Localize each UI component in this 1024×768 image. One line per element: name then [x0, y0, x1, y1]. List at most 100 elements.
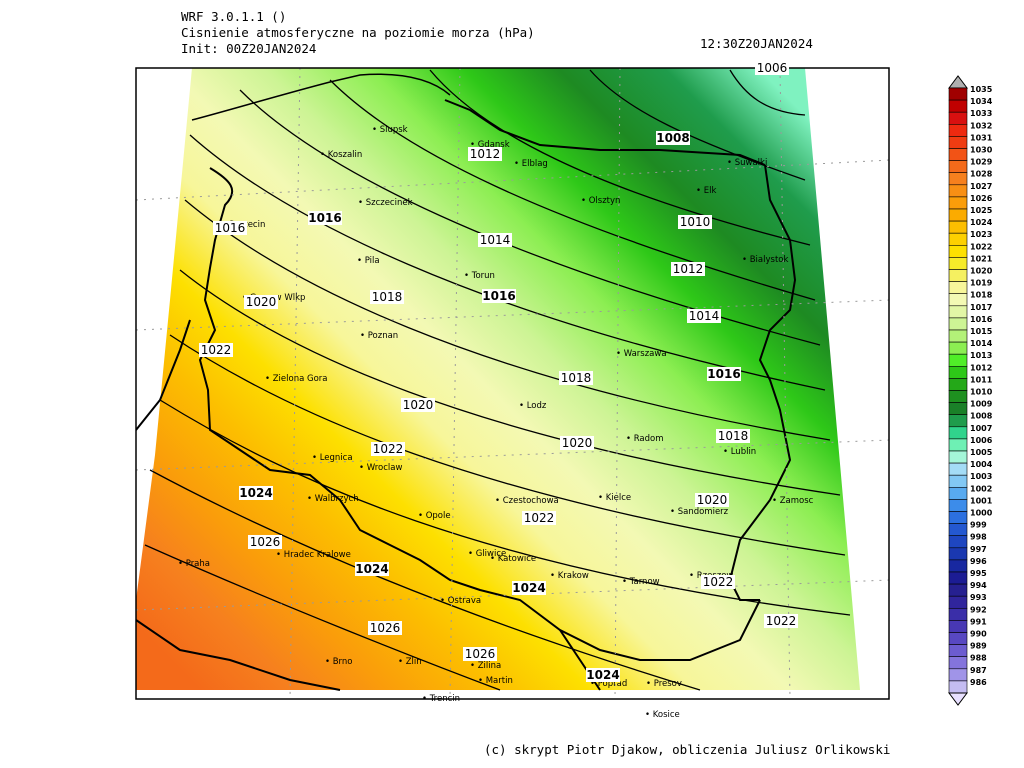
isobar-label: 1022 [524, 511, 555, 525]
city-label: • Legnica [312, 453, 353, 463]
city-label: • Praha [178, 559, 210, 569]
scale-swatch [948, 208, 968, 222]
city-label: • Lublin [723, 447, 756, 457]
scale-swatch [948, 668, 968, 682]
scale-label: 1017 [970, 303, 992, 312]
isobar-label-bg [764, 614, 798, 628]
isobar-label-bg [755, 61, 789, 75]
scale-label: 1000 [970, 509, 993, 518]
scale-swatch [948, 317, 968, 331]
isobar-label: 1018 [561, 371, 592, 385]
isobar-label: 1026 [250, 535, 281, 549]
isobar-label-bg [586, 668, 620, 682]
isobar-label-bg [370, 290, 404, 304]
city-label: • Poznan [360, 331, 398, 341]
city-label: • Zielona Gora [265, 374, 327, 384]
isobar-label-bg [371, 442, 405, 456]
scale-label: 1010 [970, 388, 993, 397]
scale-label: 996 [970, 557, 987, 566]
scale-swatch [948, 329, 968, 343]
isobar-label: 1024 [586, 668, 619, 682]
scale-label: 988 [970, 654, 987, 663]
scale-label: 993 [970, 593, 987, 602]
scale-swatch [948, 124, 968, 137]
scale-label: 1016 [970, 315, 993, 324]
isobar-label-bg [199, 343, 233, 357]
isobar-label: 1006 [757, 61, 788, 75]
isobar-label-bg [244, 295, 278, 309]
isobar-label: 1010 [680, 215, 711, 229]
scale-swatch [948, 390, 968, 403]
isobar-label-bg [468, 147, 502, 161]
city-label: • Gdansk [470, 140, 510, 150]
scale-label: 1004 [970, 460, 993, 469]
isobar-label-bg [512, 581, 546, 595]
scale-label: 1007 [970, 424, 992, 433]
isobar-label: 1014 [480, 233, 511, 247]
scale-swatch [948, 559, 968, 573]
isobar-label: 1016 [215, 221, 246, 235]
isobar-label: 1020 [697, 493, 728, 507]
isobar-label: 1020 [246, 295, 277, 309]
scale-label: 1008 [970, 412, 993, 421]
city-label: • Pila [357, 256, 380, 266]
city-label: • Katowice [490, 554, 536, 564]
scale-swatch [948, 632, 968, 645]
scale-label: 992 [970, 605, 987, 614]
isobar-label: 1020 [562, 436, 593, 450]
scale-swatch [948, 474, 968, 488]
scale-swatch [948, 535, 968, 549]
city-label: • Kosice [645, 710, 680, 720]
scale-swatch [948, 607, 968, 621]
city-label: • Suwalki [727, 158, 767, 168]
scale-label: 1021 [970, 254, 993, 263]
scale-swatch [948, 378, 968, 391]
isobar-label-bg [678, 215, 712, 229]
city-label: • Slupsk [372, 125, 408, 135]
isobar-label-bg [478, 233, 512, 247]
scale-label: 1015 [970, 327, 993, 336]
scale-swatch [948, 365, 968, 379]
isobar-label: 1020 [403, 398, 434, 412]
city-label: • Martin [478, 676, 513, 686]
city-label: • Koszalin [320, 150, 362, 160]
isobar-label-bg [239, 486, 273, 500]
scale-swatch [948, 160, 968, 174]
isobar-label-bg [687, 309, 721, 323]
isobar-label: 1016 [707, 367, 740, 381]
scale-label: 1019 [970, 279, 993, 288]
scale-label: 1012 [970, 363, 992, 372]
scale-label: 1034 [970, 97, 993, 106]
valid-time: 12:30Z20JAN2024 [700, 36, 813, 51]
scale-label: 1031 [970, 133, 993, 142]
isobar-label: 1012 [673, 262, 704, 276]
scale-swatch [948, 220, 968, 234]
city-label: • Walbrzych [307, 494, 359, 504]
scale-swatch [948, 87, 968, 101]
isobar-labels: 1006 1008 1012 1010 1016 1014 1012 1016 1018 1016… [199, 61, 798, 682]
isobar-label: 1022 [201, 343, 232, 357]
city-label: • Opole [418, 511, 451, 521]
scale-swatch [948, 99, 968, 113]
city-label: • Brno [325, 657, 352, 667]
scale-swatch [948, 232, 968, 246]
scale-swatch [948, 148, 968, 161]
city-label: • Kielce [598, 493, 631, 503]
city-label: • Lodz [519, 401, 547, 411]
city-label: • Elk [696, 186, 716, 196]
scale-swatch [948, 269, 968, 282]
scale-swatch [948, 353, 968, 367]
scale-swatch [948, 293, 968, 307]
scale-swatch [948, 680, 968, 694]
scale-swatch [948, 438, 968, 452]
scale-swatch [948, 450, 968, 464]
scale-label: 1027 [970, 182, 992, 191]
scale-label: 1028 [970, 170, 993, 179]
city-label: • Gliwice [468, 549, 506, 559]
city-label: • Zamosc [772, 496, 814, 506]
field-title: Cisnienie atmosferyczne na poziomie morz… [181, 25, 535, 40]
scale-label: 1035 [970, 85, 993, 94]
scale-swatch [948, 172, 968, 186]
city-label: • Wroclaw [359, 463, 402, 473]
isobar-label-bg [213, 221, 247, 235]
